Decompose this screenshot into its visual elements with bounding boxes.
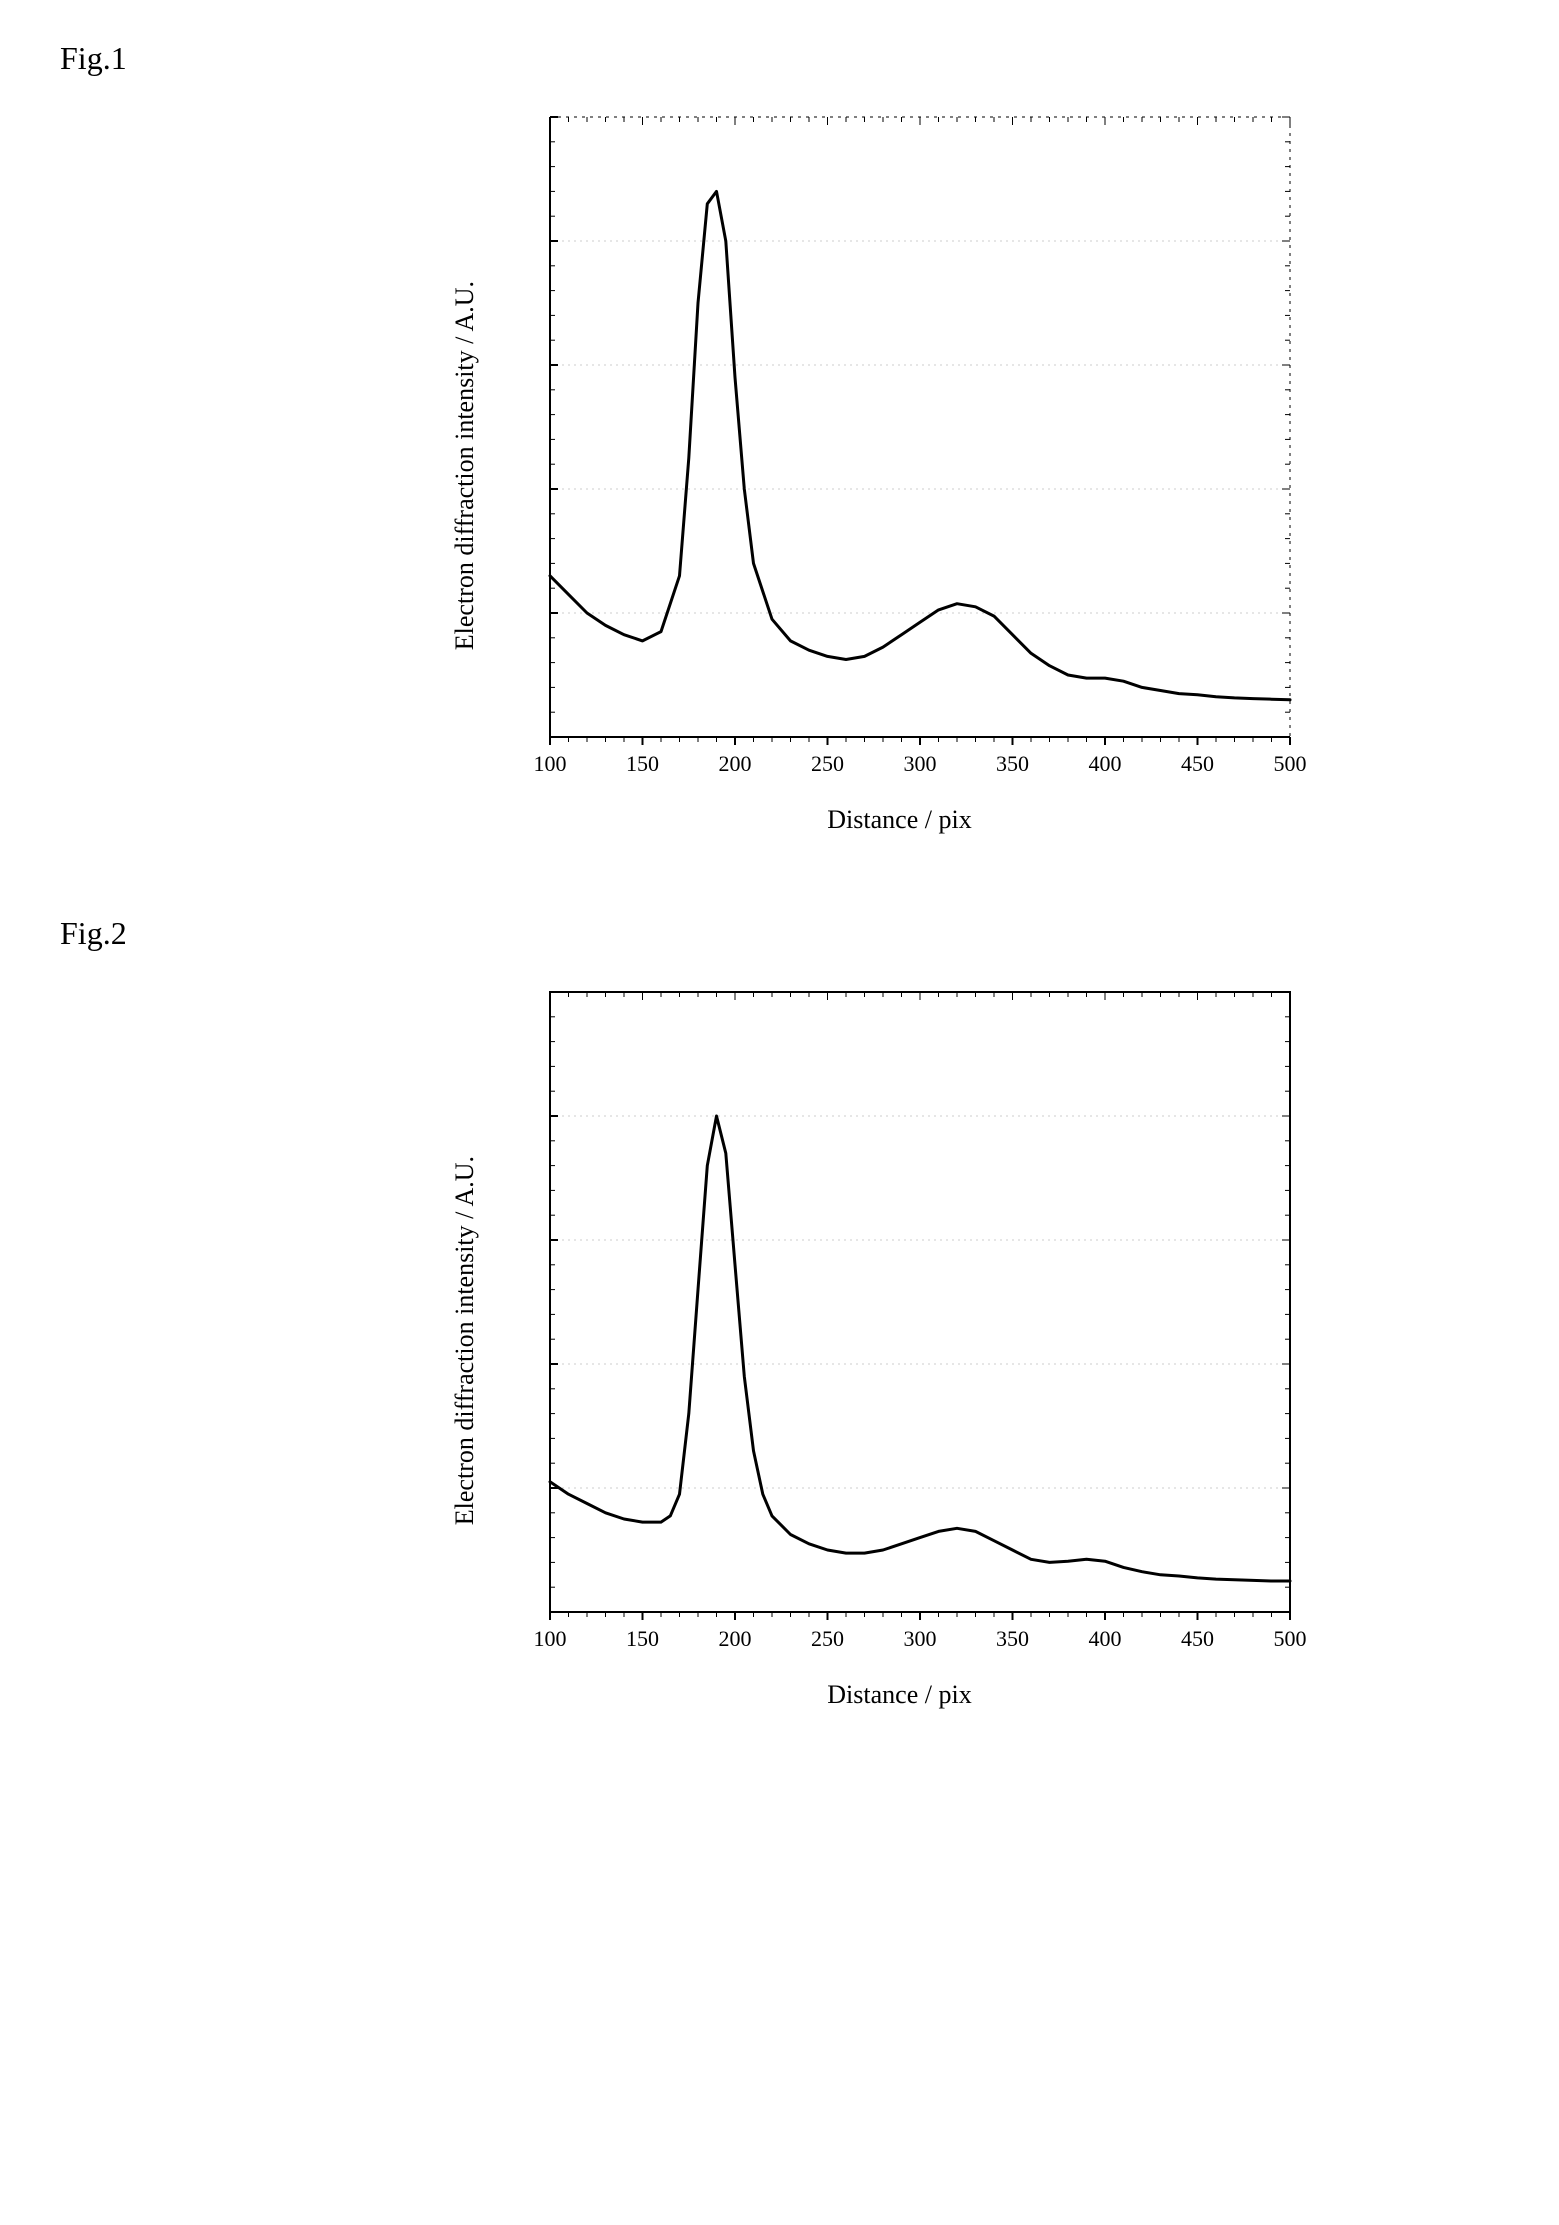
svg-text:400: 400 (1088, 1626, 1121, 1651)
svg-text:100: 100 (533, 751, 566, 776)
y-axis-label: Electron diffraction intensity / A.U. (450, 281, 480, 650)
x-axis-label: Distance / pix (827, 805, 971, 835)
figure-block: Fig.1 Electron diffraction intensity / A.… (40, 40, 1519, 835)
chart-wrapper: Electron diffraction intensity / A.U. 100… (240, 972, 1519, 1710)
svg-text:200: 200 (718, 751, 751, 776)
svg-text:500: 500 (1273, 1626, 1306, 1651)
svg-text:400: 400 (1088, 751, 1121, 776)
x-axis-label: Distance / pix (827, 1680, 971, 1710)
svg-text:500: 500 (1273, 751, 1306, 776)
svg-text:100: 100 (533, 1626, 566, 1651)
line-chart: 100 150 200 250 300 350 400 450 500 (490, 972, 1310, 1672)
figure-label: Fig.1 (60, 40, 1519, 77)
svg-text:450: 450 (1181, 751, 1214, 776)
svg-text:250: 250 (811, 751, 844, 776)
svg-text:150: 150 (626, 751, 659, 776)
figure-label: Fig.2 (60, 915, 1519, 952)
svg-text:300: 300 (903, 751, 936, 776)
plot-column: 100 150 200 250 300 350 400 450 500 Distance / pi… (490, 972, 1310, 1710)
svg-text:350: 350 (996, 751, 1029, 776)
svg-text:300: 300 (903, 1626, 936, 1651)
y-axis-label: Electron diffraction intensity / A.U. (450, 1156, 480, 1525)
svg-text:250: 250 (811, 1626, 844, 1651)
chart-wrapper: Electron diffraction intensity / A.U. 100… (240, 97, 1519, 835)
plot-column: 100 150 200 250 300 350 400 450 500 Distance / pi… (490, 97, 1310, 835)
svg-text:200: 200 (718, 1626, 751, 1651)
figure-block: Fig.2 Electron diffraction intensity / A.… (40, 915, 1519, 1710)
svg-text:450: 450 (1181, 1626, 1214, 1651)
svg-text:350: 350 (996, 1626, 1029, 1651)
svg-text:150: 150 (626, 1626, 659, 1651)
line-chart: 100 150 200 250 300 350 400 450 500 (490, 97, 1310, 797)
